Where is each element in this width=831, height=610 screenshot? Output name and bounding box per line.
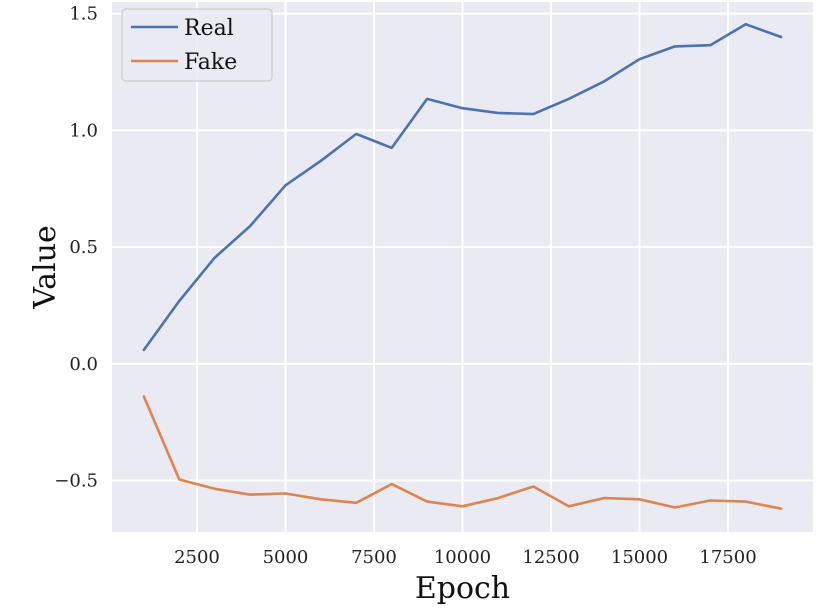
series-lines: [142, 22, 783, 511]
x-tick-label: 10000: [434, 547, 491, 568]
y-axis-label: Value: [28, 225, 63, 309]
x-tick-label: 15000: [611, 547, 668, 568]
legend-label-real: Real: [184, 16, 234, 41]
legend: Real Fake: [121, 8, 273, 82]
x-tick-label: 5000: [263, 547, 309, 568]
x-tick-label: 7500: [351, 547, 397, 568]
y-tick-label: 1.5: [69, 4, 98, 25]
y-tick-label: 0.5: [69, 237, 98, 258]
x-tick-label: 12500: [522, 547, 579, 568]
x-tick-label: 17500: [699, 547, 756, 568]
series-line-real: [142, 22, 783, 352]
y-tick-label: 0.0: [69, 354, 98, 375]
y-tick-labels: −0.5 0.0 0.5 1.0 1.5: [54, 4, 98, 492]
x-tick-label: 2500: [174, 547, 220, 568]
series-line-fake: [142, 395, 783, 511]
x-axis-label: Epoch: [415, 571, 510, 606]
x-tick-labels: 2500 5000 7500 10000 12500 15000 17500: [174, 547, 757, 568]
y-tick-label: −0.5: [54, 471, 98, 492]
legend-label-fake: Fake: [184, 50, 237, 75]
y-tick-label: 1.0: [69, 120, 98, 141]
grid-lines: [112, 2, 813, 532]
